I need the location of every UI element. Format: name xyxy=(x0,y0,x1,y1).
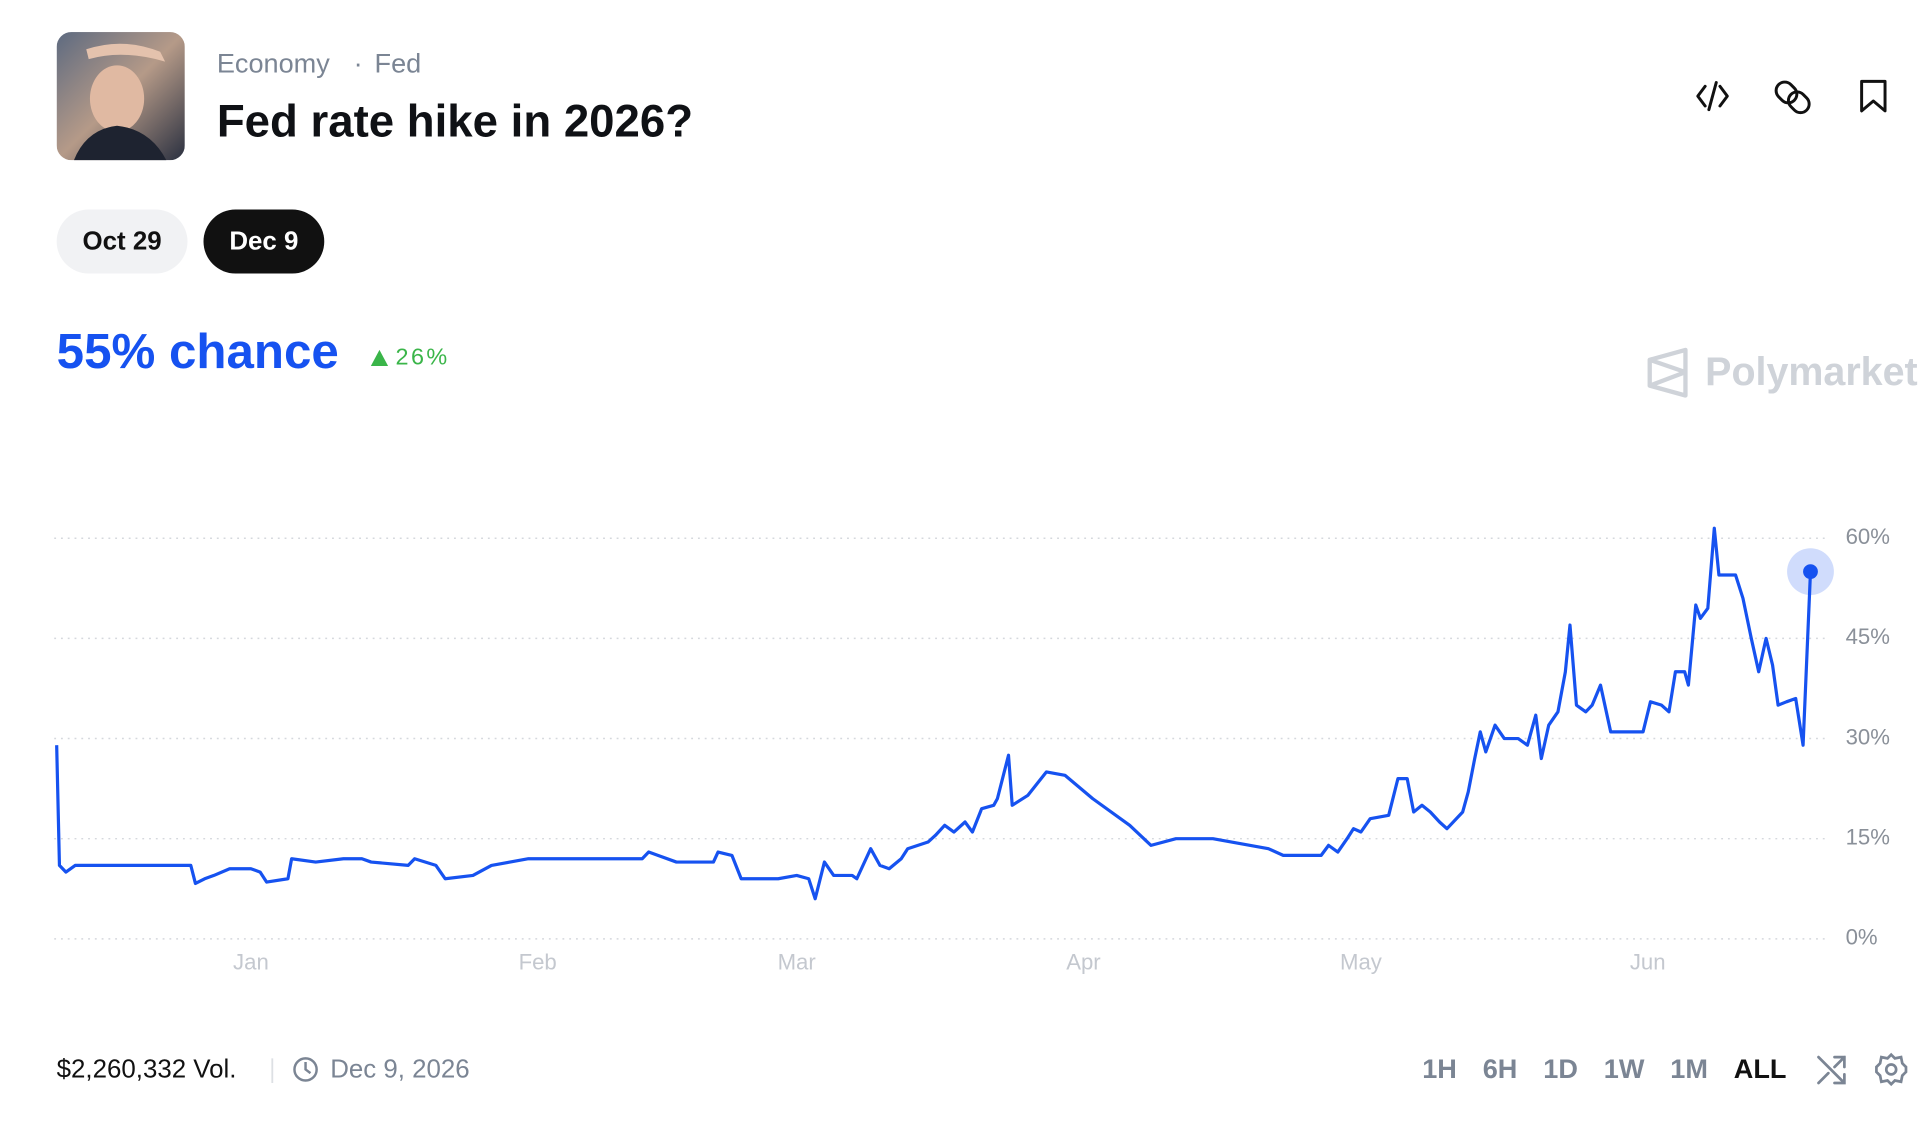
volume: $2,260,332 Vol. xyxy=(57,1056,237,1084)
market-image xyxy=(56,32,185,161)
end-date: Dec 9, 2026 xyxy=(330,1056,469,1084)
date-tab[interactable]: Oct 29 xyxy=(56,209,188,274)
price-line xyxy=(55,526,1813,901)
x-tick-label: Jun xyxy=(1630,949,1666,974)
range-button[interactable]: 1D xyxy=(1543,1053,1578,1084)
range-button[interactable]: 1H xyxy=(1422,1053,1457,1084)
tab-label: Dec 9 xyxy=(229,228,298,256)
brand-name: Polymarket xyxy=(1705,350,1917,394)
breadcrumb-separator: · xyxy=(354,47,363,78)
x-tick-label: Apr xyxy=(1066,949,1101,974)
range-selector: ALL 1M 1W 1D 6H 1H xyxy=(1422,1053,1786,1084)
tab-background xyxy=(203,209,325,274)
y-tick-label: 15% xyxy=(1846,825,1890,850)
bookmark-icon[interactable] xyxy=(1860,79,1887,113)
tab-label: Oct 29 xyxy=(83,228,162,256)
change: 26% xyxy=(395,344,449,370)
y-tick-label: 45% xyxy=(1846,624,1890,649)
range-button[interactable]: 1W xyxy=(1604,1053,1645,1084)
x-tick-label: May xyxy=(1340,949,1383,974)
change-arrow xyxy=(370,349,389,366)
x-tick-label: Mar xyxy=(778,949,817,974)
shuffle-icon[interactable] xyxy=(1817,1055,1846,1085)
market-title: Fed rate hike in 2026? xyxy=(217,96,693,147)
embed-icon[interactable] xyxy=(1696,81,1729,112)
chance: 55% chance xyxy=(57,324,339,379)
breadcrumb[interactable]: Economy xyxy=(217,47,330,78)
x-tick-label: Feb xyxy=(519,949,557,974)
clock-icon xyxy=(293,1057,318,1082)
link-icon[interactable] xyxy=(1773,78,1813,116)
y-tick-label: 0% xyxy=(1846,925,1878,950)
settings-icon[interactable] xyxy=(1875,1052,1908,1087)
price-chart: 0% 15% 30% 45% 60% Jan Feb Mar Apr May Jun xyxy=(54,524,1890,974)
y-tick-label: 60% xyxy=(1846,524,1890,549)
brand-logo xyxy=(1647,347,1688,398)
date-tab[interactable]: Dec 9 xyxy=(203,209,325,274)
range-button[interactable]: ALL xyxy=(1734,1053,1787,1084)
y-tick-label: 30% xyxy=(1846,724,1890,749)
breadcrumb[interactable]: Fed xyxy=(375,47,422,78)
tab-background xyxy=(56,209,188,274)
date-tabs: Oct 29 Dec 9 xyxy=(56,209,325,274)
x-tick-label: Jan xyxy=(233,949,269,974)
last-point xyxy=(1803,564,1818,580)
range-button[interactable]: 6H xyxy=(1483,1053,1518,1084)
range-button[interactable]: 1M xyxy=(1670,1053,1708,1084)
